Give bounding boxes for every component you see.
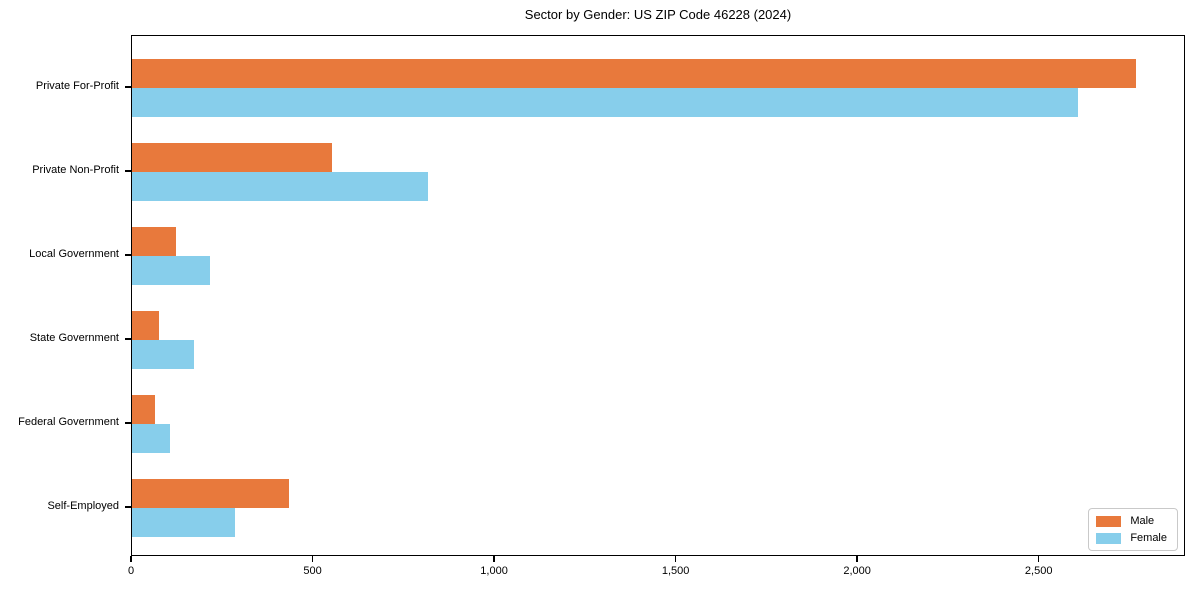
x-tick-mark xyxy=(311,556,314,562)
bar-male-private-non-profit xyxy=(132,143,333,172)
x-tick-label-2-000: 2,000 xyxy=(843,565,871,577)
bar-female-private-non-profit xyxy=(132,172,428,201)
bar-female-federal-government xyxy=(132,424,171,453)
x-tick-mark xyxy=(130,556,132,562)
bar-female-private-for-profit xyxy=(132,88,1078,117)
y-tick-label-private-for-profit: Private For-Profit xyxy=(35,80,119,92)
bar-female-self-employed xyxy=(132,508,236,537)
y-tick-label-private-non-profit: Private Non-Profit xyxy=(32,164,119,176)
bar-male-state-government xyxy=(132,311,159,340)
male-series-swatch xyxy=(1096,515,1122,527)
y-tick-mark xyxy=(125,254,131,256)
bar-female-local-government xyxy=(132,256,211,285)
x-tick-mark xyxy=(674,556,677,562)
legend-item-female: Female xyxy=(1096,532,1167,544)
y-tick-label-federal-government: Federal Government xyxy=(18,416,119,428)
x-tick-label-1-000: 1,000 xyxy=(480,565,508,577)
x-tick-mark xyxy=(856,556,858,562)
y-tick-label-local-government: Local Government xyxy=(29,248,119,260)
bar-male-self-employed xyxy=(132,479,289,508)
x-tick-mark xyxy=(493,556,495,562)
plot-area: Male Female xyxy=(131,35,1185,556)
y-tick-label-self-employed: Self-Employed xyxy=(47,500,119,512)
bar-male-private-for-profit xyxy=(132,59,1136,88)
y-tick-mark xyxy=(125,86,131,88)
bar-male-federal-government xyxy=(132,395,155,424)
legend-label-male: Male xyxy=(1130,515,1155,527)
chart-title: Sector by Gender: US ZIP Code 46228 (202… xyxy=(524,7,792,22)
x-tick-mark xyxy=(1037,556,1040,562)
bar-female-state-government xyxy=(132,340,195,369)
bar-male-local-government xyxy=(132,227,176,256)
x-tick-label-500: 500 xyxy=(303,565,322,577)
y-tick-mark xyxy=(125,170,131,172)
y-tick-mark xyxy=(125,338,131,340)
y-tick-mark xyxy=(125,506,131,508)
legend-label-female: Female xyxy=(1130,532,1167,544)
legend: Male Female xyxy=(1088,508,1178,551)
y-tick-mark xyxy=(125,422,131,424)
female-series-swatch xyxy=(1096,532,1122,544)
x-tick-label-2-500: 2,500 xyxy=(1024,565,1053,577)
x-tick-label-1-500: 1,500 xyxy=(661,565,690,577)
legend-item-male: Male xyxy=(1096,515,1167,527)
x-tick-label-0: 0 xyxy=(127,565,135,577)
y-tick-label-state-government: State Government xyxy=(29,332,119,344)
